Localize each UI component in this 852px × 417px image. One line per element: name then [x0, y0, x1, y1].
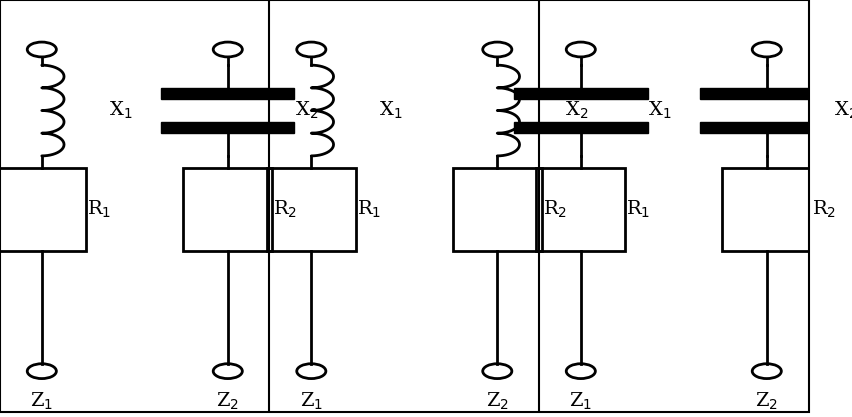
Bar: [699, 88, 832, 99]
Bar: [267, 168, 355, 251]
Text: R$_2$: R$_2$: [542, 199, 566, 220]
Text: R$_1$: R$_1$: [87, 199, 112, 220]
Text: Z$_1$: Z$_1$: [299, 391, 323, 412]
Text: X$_2$: X$_2$: [833, 100, 852, 121]
Text: Z$_2$: Z$_2$: [216, 391, 239, 412]
Bar: [536, 168, 625, 251]
Text: Z$_2$: Z$_2$: [486, 391, 508, 412]
Text: R$_1$: R$_1$: [356, 199, 380, 220]
Bar: [722, 168, 810, 251]
Text: X$_2$: X$_2$: [564, 100, 588, 121]
Text: X$_1$: X$_1$: [378, 100, 402, 121]
Text: X$_2$: X$_2$: [295, 100, 319, 121]
Bar: [161, 88, 294, 99]
Bar: [699, 122, 832, 133]
Text: Z$_2$: Z$_2$: [754, 391, 777, 412]
Text: X$_1$: X$_1$: [109, 100, 133, 121]
Text: R$_2$: R$_2$: [811, 199, 835, 220]
Bar: [514, 122, 647, 133]
Text: Z$_1$: Z$_1$: [30, 391, 54, 412]
Bar: [183, 168, 272, 251]
Text: Z$_1$: Z$_1$: [568, 391, 591, 412]
Bar: [514, 88, 647, 99]
Bar: [161, 122, 294, 133]
Bar: [0, 168, 86, 251]
Text: R$_2$: R$_2$: [273, 199, 296, 220]
Text: R$_1$: R$_1$: [625, 199, 649, 220]
Bar: [452, 168, 541, 251]
Text: X$_1$: X$_1$: [648, 100, 671, 121]
